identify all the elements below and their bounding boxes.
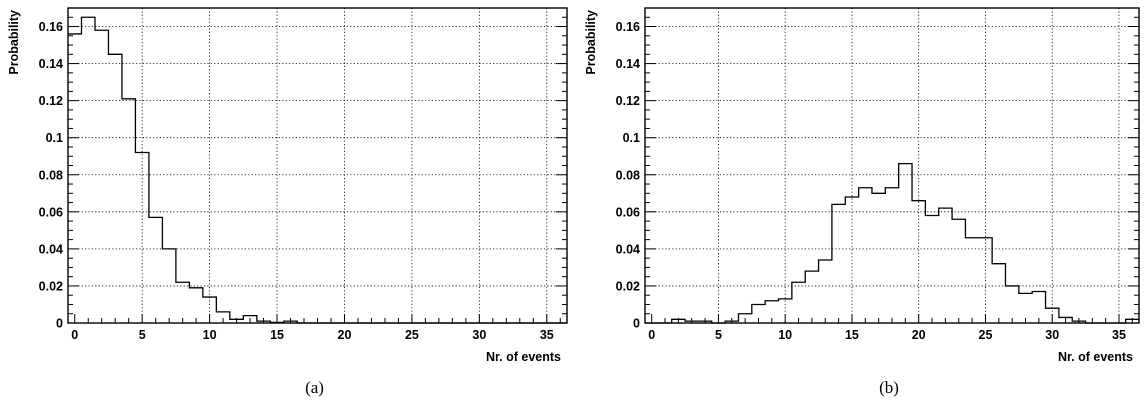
panel-a: 0 5 10 15 20 25 30 35 0 0.02 0.04 0.06 0.08 0.1 0.12 0.…	[7, 7, 568, 397]
y-axis-label: Probability	[584, 10, 598, 75]
x-tick-label: 20	[912, 328, 926, 342]
y-tick-label: 0.1	[46, 131, 63, 145]
histogram-series	[68, 16, 567, 324]
x-tick-label: 30	[1045, 328, 1059, 342]
y-axis-label: Probability	[7, 10, 21, 75]
x-tick-label: 35	[540, 328, 554, 342]
y-tick-label: 0.08	[616, 168, 640, 182]
y-tick-label: 0.16	[616, 20, 640, 34]
grid	[645, 8, 1139, 323]
y-tick-label: 0.08	[39, 168, 63, 182]
y-tick-label: 0.12	[39, 94, 63, 108]
x-tick-label: 5	[139, 328, 146, 342]
y-tick-label: 0.12	[616, 94, 640, 108]
y-tick-label: 0.06	[616, 205, 640, 219]
x-tick-label: 25	[405, 328, 419, 342]
y-tick-label: 0	[633, 317, 640, 331]
x-axis-label: Nr. of events	[486, 350, 561, 364]
y-tick-label: 0.02	[616, 279, 640, 293]
y-tick-label: 0.04	[616, 242, 640, 256]
x-tick-label: 10	[203, 328, 217, 342]
x-tick-label: 15	[845, 328, 859, 342]
x-tick-label: 25	[979, 328, 993, 342]
y-tick-label: 0.06	[39, 205, 63, 219]
axis-ticks	[68, 7, 567, 324]
x-tick-label: 35	[1112, 328, 1126, 342]
y-tick-label: 0.04	[39, 242, 63, 256]
tick-labels: 0 5 10 15 20 25 30 35 0 0.02 0.04 0.06 0.08 0.1 0.12 0.…	[39, 20, 554, 342]
panel-caption: (a)	[305, 378, 324, 397]
y-tick-label: 0.14	[39, 57, 63, 71]
grid	[68, 8, 567, 323]
plot-frame	[644, 7, 1140, 324]
x-tick-label: 20	[338, 328, 352, 342]
histogram-series	[645, 162, 1139, 324]
x-tick-label: 5	[715, 328, 722, 342]
y-tick-label: 0.02	[39, 279, 63, 293]
x-tick-label: 30	[472, 328, 486, 342]
axis-ticks	[645, 7, 1139, 324]
y-tick-label: 0	[56, 317, 63, 331]
y-tick-label: 0.1	[623, 131, 640, 145]
tick-labels: 0 5 10 15 20 25 30 35 0 0.02 0.04 0.06 0.08 0.1 0.12 0.…	[616, 20, 1126, 342]
x-axis-label: Nr. of events	[1058, 350, 1133, 364]
y-tick-label: 0.16	[39, 20, 63, 34]
x-tick-label: 10	[778, 328, 792, 342]
y-tick-label: 0.14	[616, 57, 640, 71]
x-tick-label: 0	[648, 328, 655, 342]
x-tick-label: 0	[71, 328, 78, 342]
plot-frame	[67, 7, 568, 324]
panel-b: 0 5 10 15 20 25 30 35 0 0.02 0.04 0.06 0.08 0.1 0.12 0.…	[584, 7, 1140, 397]
panel-caption: (b)	[879, 378, 899, 397]
x-tick-label: 15	[270, 328, 284, 342]
